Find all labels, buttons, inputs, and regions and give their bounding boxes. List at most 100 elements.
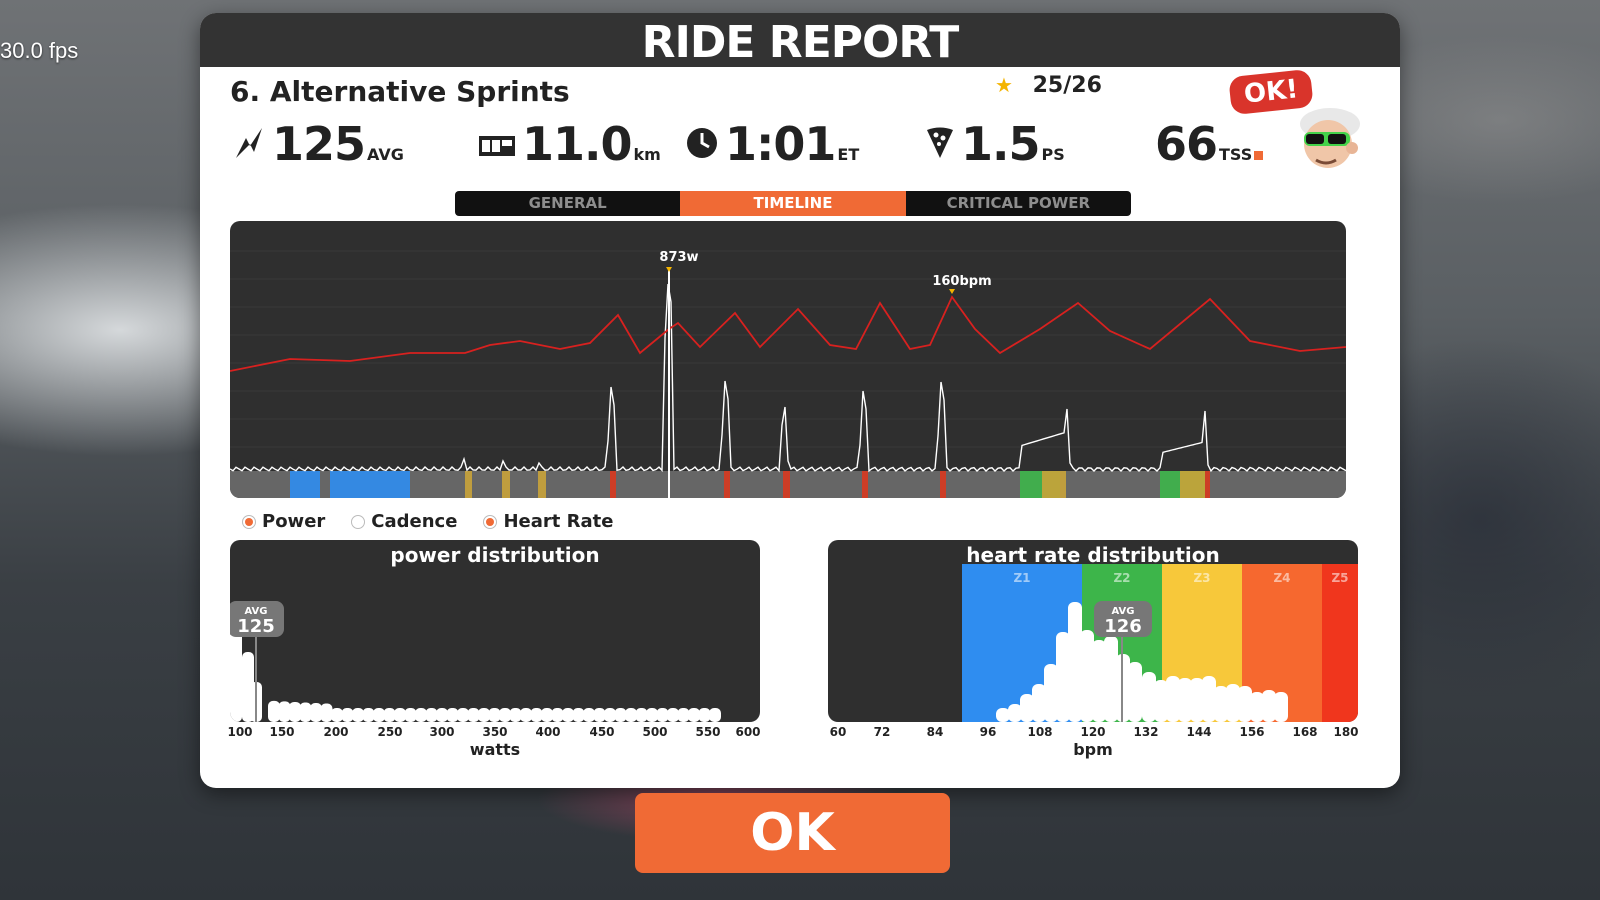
zone-3-label: Z3 (1193, 571, 1210, 585)
power-tick: 100 (227, 725, 253, 739)
hr-distribution-bar (1104, 636, 1118, 722)
stat-pizza-slices: 1.5 PS (925, 117, 1065, 171)
power-distribution-svg: AVG 125 (230, 601, 721, 722)
power-zone-strip (1042, 471, 1066, 498)
power-zone-strip (783, 471, 790, 498)
power-zone-strip (465, 471, 472, 498)
stat-tss: 66 TSS (1155, 117, 1264, 171)
tab-general[interactable]: GENERAL (528, 194, 607, 212)
power-distribution-bar (572, 708, 585, 722)
legend-cadence[interactable]: Cadence (351, 511, 457, 532)
star-icon: ★ (995, 73, 1013, 97)
timeline-chart: 873w 160bpm (230, 221, 1346, 498)
power-icon (232, 126, 266, 169)
hr-avg-badge (1094, 601, 1152, 637)
hr-avg-value: 126 (1104, 616, 1142, 637)
hr-distribution-bar (1214, 686, 1228, 722)
hr-axis-label: bpm (1073, 740, 1113, 759)
power-distribution-bar (373, 708, 385, 722)
fps-counter: 30.0 fps (0, 38, 79, 63)
tab-timeline[interactable]: TIMELINE (680, 191, 906, 216)
power-distribution-bar (310, 703, 322, 722)
hr-distribution-bar (996, 708, 1010, 722)
hr-avg-label: AVG (1111, 606, 1134, 617)
power-distribution-bar (362, 708, 375, 722)
power-distribution-bar (646, 708, 658, 722)
timeline-legend: Power Cadence Heart Rate (242, 511, 613, 532)
hr-distribution-bar (1166, 676, 1180, 722)
zone-5-label: Z5 (1331, 571, 1348, 585)
power-distribution-bar (656, 708, 669, 722)
power-tick: 450 (589, 725, 615, 739)
heart-rate-toggle[interactable] (483, 514, 498, 529)
hr-distribution-bar (1056, 632, 1070, 722)
pizza-unit: PS (1041, 145, 1065, 164)
power-distribution-bar (230, 612, 242, 722)
power-distribution-bar (583, 708, 595, 722)
power-zone-strip (610, 471, 616, 498)
power-distribution-bar (394, 708, 406, 722)
hr-tick: 180 (1333, 725, 1359, 739)
power-avg-value: 125 (237, 616, 275, 637)
zone-4-label: Z4 (1273, 571, 1290, 585)
power-distribution-bar (593, 708, 606, 722)
power-distribution-bar (562, 708, 574, 722)
hr-tick: 72 (873, 725, 891, 739)
tss-value: 66 (1155, 117, 1218, 171)
power-distribution-bar (625, 708, 637, 722)
hr-distribution-bar (1044, 664, 1058, 722)
hr-tick: 132 (1133, 725, 1159, 739)
power-distribution-bar (320, 703, 333, 722)
legend-heart-rate[interactable]: Heart Rate (483, 511, 613, 532)
power-zone-strip (1205, 471, 1210, 498)
power-axis-label: watts (469, 740, 521, 759)
tab-critical-power[interactable]: CRITICAL POWER (946, 194, 1091, 212)
power-distribution-bar (614, 708, 627, 722)
cadence-toggle[interactable] (351, 514, 366, 529)
hr-tick: 108 (1027, 725, 1053, 739)
power-zone-strip (940, 471, 946, 498)
power-distribution-bar (457, 708, 469, 722)
info-icon[interactable] (1254, 151, 1264, 160)
power-distribution-title: power distribution (390, 543, 600, 567)
power-distribution-bar (299, 702, 312, 722)
power-distribution-bar (488, 708, 501, 722)
power-toggle[interactable] (242, 514, 256, 529)
power-distribution-bar (446, 708, 459, 722)
hr-tick: 144 (1186, 725, 1212, 739)
hr-distribution-bar (1154, 680, 1168, 722)
hr-distribution-bar (1008, 704, 1022, 722)
power-zone-strip (1180, 471, 1205, 498)
ride-report-modal: RIDE REPORT 6. Alternative Sprints ★ 25/… (200, 13, 1400, 788)
power-distribution-bar (352, 708, 364, 722)
legend-power[interactable]: Power (242, 511, 325, 532)
distance-unit: km (633, 145, 661, 164)
odometer-icon (478, 129, 516, 169)
peak-power-label: 873w (659, 250, 698, 265)
power-distribution-bar (415, 708, 427, 722)
tss-unit: TSS (1219, 145, 1253, 164)
power-zone-strip (862, 471, 868, 498)
power-tick: 550 (695, 725, 721, 739)
power-distribution-bar (688, 708, 700, 722)
power-tick: 400 (535, 725, 561, 739)
legend-power-label: Power (262, 511, 326, 532)
hr-distribution-bar (1020, 694, 1034, 722)
pizza-value: 1.5 (961, 117, 1040, 171)
ok-button[interactable]: OK (635, 793, 950, 873)
hr-distribution-bar (1274, 692, 1288, 722)
timeline-chart-svg: 873w 160bpm (230, 250, 1346, 498)
power-tick: 200 (323, 725, 349, 739)
stat-avg-power: 125 AVG (232, 117, 404, 171)
power-tick: 250 (377, 725, 403, 739)
stat-elapsed-time: 1:01 ET (685, 117, 859, 171)
hr-distribution-bar (1032, 684, 1046, 722)
hr-distribution-bar (1190, 678, 1204, 722)
peak-power-pin (666, 267, 672, 272)
power-distribution-bar (478, 708, 490, 722)
distance-value: 11.0 (522, 117, 632, 171)
hr-distribution-bar (1142, 672, 1156, 722)
power-tick: 150 (269, 725, 295, 739)
hr-distribution-bar (1128, 662, 1142, 722)
power-zone-strip (502, 471, 510, 498)
